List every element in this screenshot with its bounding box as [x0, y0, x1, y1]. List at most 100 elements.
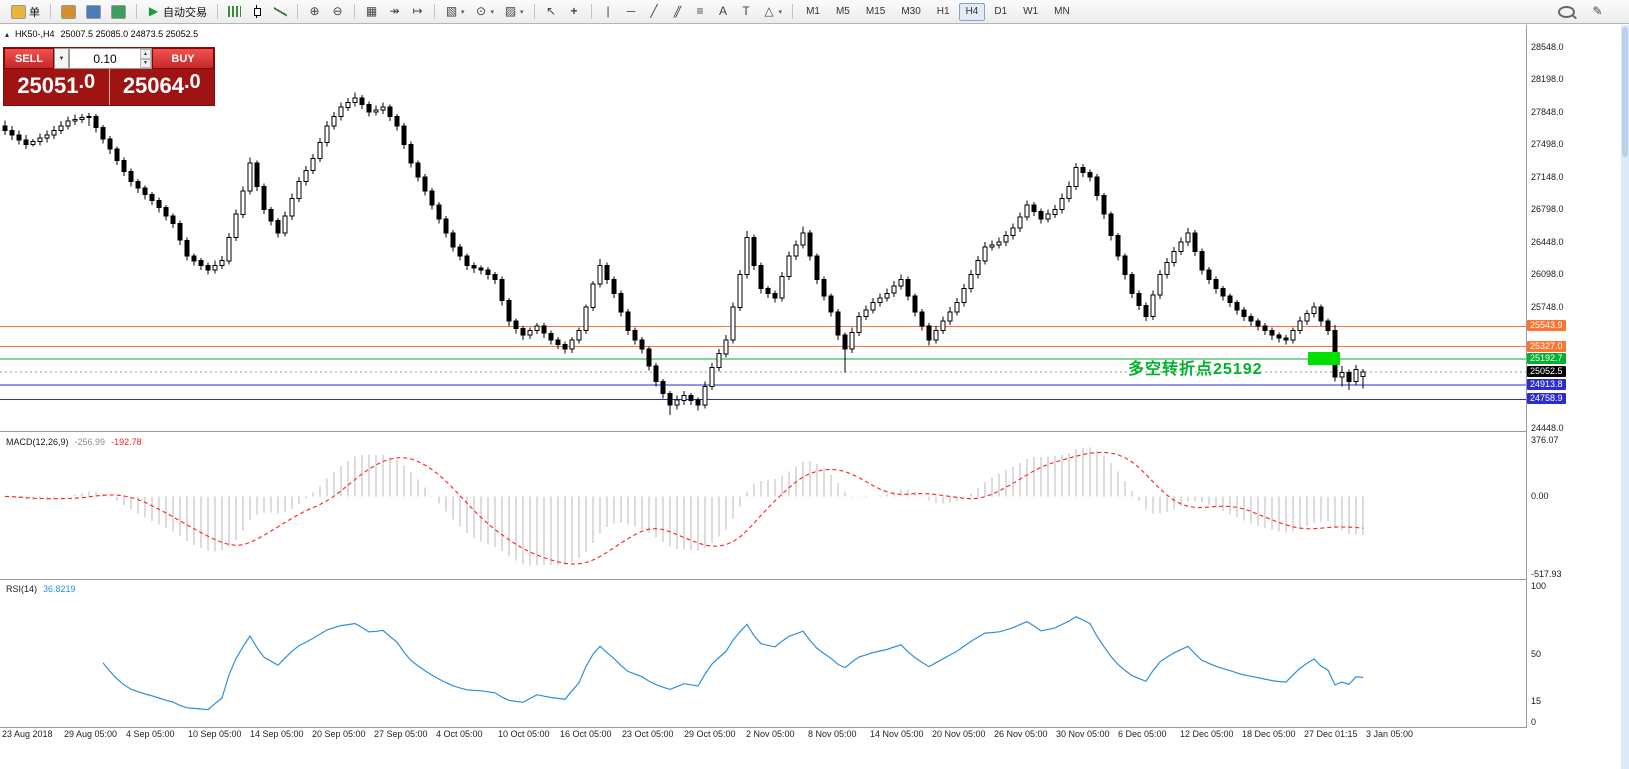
macd-main-value: -256.99	[74, 437, 106, 447]
navigator-icon[interactable]	[82, 2, 105, 22]
price-level-tag[interactable]: 24758.9	[1527, 393, 1566, 405]
one-click-trading-panel: SELL BUY 25051.0 25064.0	[3, 47, 215, 106]
sell-price[interactable]: 25051.0	[4, 69, 110, 105]
timeframe-toolbar: M1 M5 M15 M30 H1 H4 D1 W1 MN	[798, 2, 1078, 21]
tile-windows-icon[interactable]: ▦	[361, 2, 382, 22]
rsi-tick-label: 50	[1531, 648, 1542, 659]
price-axis[interactable]: 28548.0 28198.0 27848.0 27498.0 27148.0 26798…	[1527, 0, 1621, 769]
new-chart-icon[interactable]: ▧	[441, 2, 469, 22]
text-label-icon[interactable]: T	[736, 2, 757, 22]
date-label: 4 Oct 05:00	[436, 729, 483, 739]
horizontal-line-icon[interactable]: ─	[621, 2, 642, 22]
edit-icon[interactable]: ✎	[1587, 2, 1608, 22]
lot-increase-button[interactable]	[140, 49, 151, 59]
price-level-tag[interactable]: 25543.9	[1527, 320, 1566, 332]
macd-tick-label: 376.07	[1531, 434, 1559, 445]
chart-shift-icon[interactable]: ↦	[407, 2, 428, 22]
chart-symbol-label: HK50-,H4 25007.5 25085.0 24873.5 25052.5	[5, 29, 198, 39]
date-label: 29 Oct 05:00	[684, 729, 736, 739]
chevron-down-icon	[461, 8, 465, 16]
annotation-text: 多空转折点25192	[1128, 361, 1263, 378]
vertical-scrollbar[interactable]	[1621, 25, 1629, 769]
tf-button-M5[interactable]: M5	[829, 3, 857, 21]
panel-separator-rsi[interactable]	[0, 579, 1621, 580]
toolbar-separator	[297, 4, 298, 19]
buy-price[interactable]: 25064.0	[122, 71, 201, 98]
shapes-icon[interactable]: △	[759, 2, 787, 22]
search-icon	[1558, 5, 1575, 18]
toolbar-right-icons: ✎	[1553, 2, 1609, 22]
one-click-top-row: SELL BUY	[4, 48, 214, 69]
equidistant-channel-icon: ∥	[671, 4, 684, 18]
tf-button-H4[interactable]: H4	[958, 2, 986, 21]
tf-button-W1[interactable]: W1	[1016, 3, 1045, 21]
price-level-tag[interactable]: 25052.5	[1527, 366, 1566, 378]
crosshair-icon[interactable]: +	[564, 2, 585, 22]
text-icon[interactable]: A	[713, 2, 734, 22]
edit-icon: ✎	[1592, 4, 1603, 18]
zoom-in-icon[interactable]: ⊕	[304, 2, 325, 22]
price-level-tag[interactable]: 24913.8	[1527, 379, 1566, 390]
toolbar-groups: 单 ▶ 自动交易 ⊕ ⊖ ▦ ↠ ↦ ▧ ⊙ ▨ ↖ + | ─ ╱ ∥ ≡ AT △	[6, 2, 787, 22]
search-icon[interactable]	[1554, 2, 1579, 22]
price-tick-label: 27848.0	[1531, 106, 1564, 117]
toolbar-separator	[354, 4, 355, 19]
line-chart-icon[interactable]	[270, 2, 291, 22]
fibonacci-icon: ≡	[696, 4, 704, 18]
auto-scroll-icon[interactable]: ↠	[384, 2, 405, 22]
templates-icon[interactable]: ▨	[500, 2, 528, 22]
price-tick-label: 28198.0	[1531, 74, 1564, 84]
market-watch-icon[interactable]	[57, 2, 80, 22]
autotrading-button[interactable]: ▶ 自动交易	[143, 2, 211, 22]
tf-button-M1[interactable]: M1	[799, 3, 827, 21]
date-label: 8 Nov 05:00	[808, 729, 857, 739]
bar-chart-icon[interactable]	[224, 2, 245, 22]
price-level-tag[interactable]: 25327.0	[1527, 340, 1566, 352]
vertical-line-icon[interactable]: |	[598, 2, 619, 22]
date-label: 3 Jan 05:00	[1366, 729, 1414, 739]
sell-button[interactable]: SELL	[4, 48, 54, 69]
zoom-out-icon[interactable]: ⊖	[327, 2, 348, 22]
autotrading-button-icon: ▶	[148, 4, 159, 18]
new-order-button[interactable]: 单	[7, 2, 44, 22]
tf-button-D1[interactable]: D1	[987, 3, 1014, 21]
panel-separator-macd[interactable]	[0, 431, 1621, 432]
vertical-scrollbar-thumb[interactable]	[1622, 27, 1628, 157]
text-label-icon: T	[742, 4, 750, 18]
buy-button[interactable]: BUY	[152, 48, 214, 69]
macd-indicator-label: MACD(12,26,9) -256.99 -192.78	[6, 437, 142, 447]
vertical-line-icon: |	[606, 4, 610, 18]
equidistant-channel-icon[interactable]: ∥	[667, 2, 688, 22]
date-label: 4 Sep 05:00	[126, 729, 175, 739]
price-tick-label: 24448.0	[1531, 422, 1564, 433]
candlestick-chart-icon[interactable]	[247, 2, 268, 22]
toolbar-separator	[136, 4, 137, 19]
lot-size-input[interactable]	[70, 49, 140, 68]
macd-signal-value: -192.78	[111, 437, 142, 447]
annotation-highlight-box	[1308, 352, 1340, 365]
price-tick-label: 27148.0	[1531, 171, 1564, 182]
lot-dropdown-button[interactable]	[54, 48, 69, 69]
date-label: 27 Dec 01:15	[1304, 729, 1358, 739]
lot-decrease-button[interactable]	[140, 58, 151, 68]
autotrading-button-label: 自动交易	[163, 6, 207, 19]
date-label: 29 Aug 05:00	[64, 729, 118, 739]
tf-button-M15[interactable]: M15	[859, 3, 892, 21]
date-label: 20 Sep 05:00	[312, 729, 366, 739]
fibonacci-icon[interactable]: ≡	[690, 2, 711, 22]
cursor-icon[interactable]: ↖	[541, 2, 562, 22]
date-label: 14 Sep 05:00	[250, 729, 304, 739]
chart-plot-area[interactable]	[0, 0, 1526, 769]
price-level-tag[interactable]: 25192.7	[1527, 353, 1566, 365]
tf-button-MN[interactable]: MN	[1047, 3, 1077, 21]
tf-button-H1[interactable]: H1	[930, 3, 957, 21]
tf-button-M30[interactable]: M30	[894, 3, 927, 21]
periodicity-icon[interactable]: ⊙	[471, 2, 499, 22]
new-order-button-label: 单	[29, 6, 40, 19]
trendline-icon[interactable]: ╱	[644, 2, 665, 22]
time-axis[interactable]: 23 Aug 2018 29 Aug 05:00 4 Sep 05:00 10 Sep…	[0, 729, 1526, 744]
shapes-icon: △	[764, 4, 774, 18]
terminal-icon[interactable]	[107, 2, 130, 22]
chevron-down-icon	[520, 8, 524, 16]
chevron-down-icon	[491, 8, 495, 16]
